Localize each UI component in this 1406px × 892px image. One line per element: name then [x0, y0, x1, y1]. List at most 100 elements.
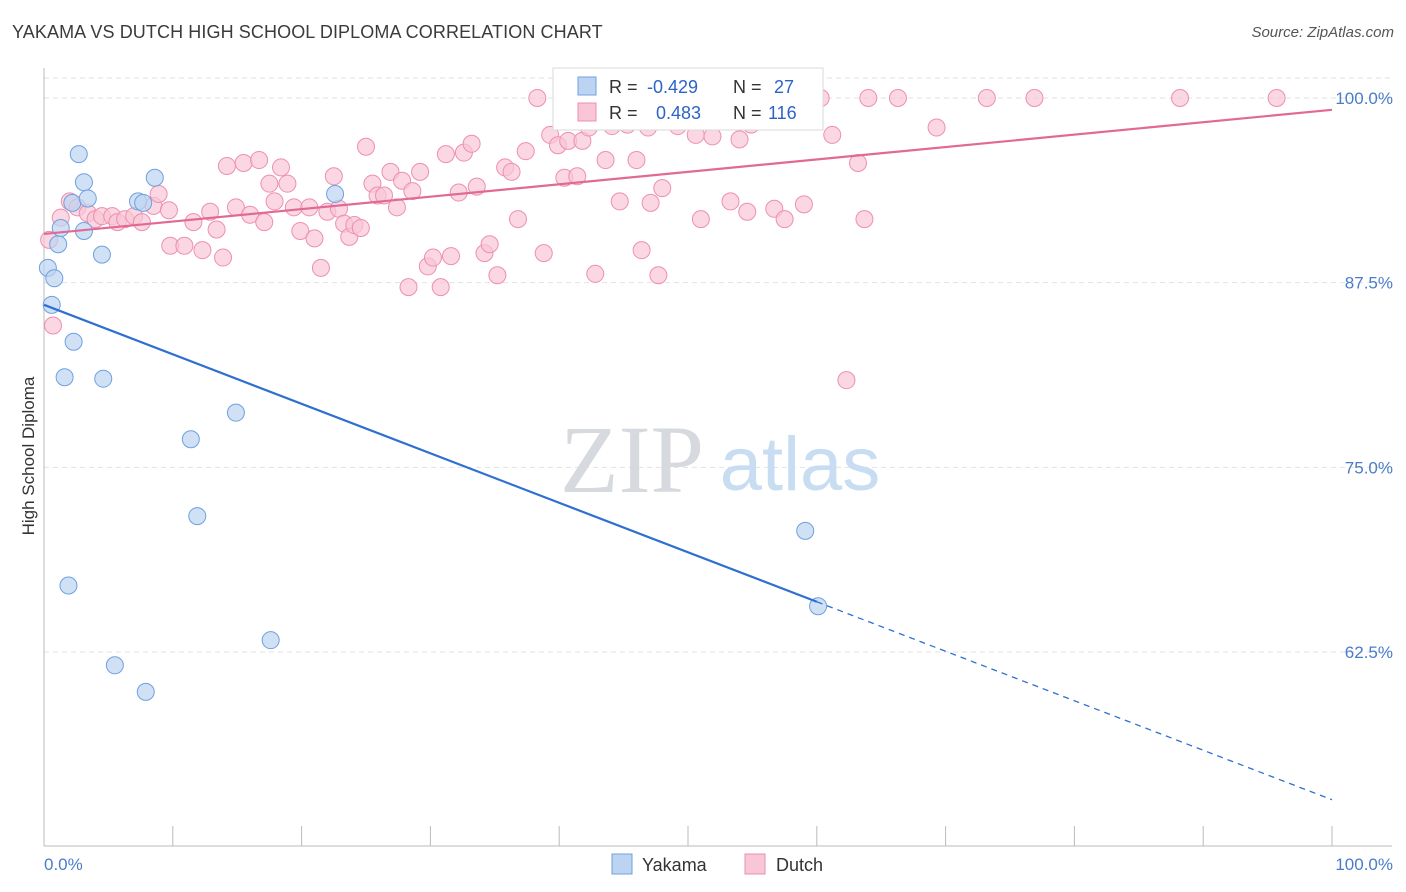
data-point	[105, 656, 124, 675]
data-point	[528, 89, 547, 107]
data-point	[132, 213, 151, 232]
data-point	[265, 192, 284, 211]
data-point	[977, 89, 996, 107]
data-point	[534, 244, 553, 263]
data-point	[175, 236, 194, 255]
watermark-zip: ZIP	[560, 406, 704, 513]
data-point	[260, 174, 279, 193]
data-point	[69, 145, 88, 164]
data-point	[927, 118, 946, 137]
legend-swatch-yakama	[577, 76, 597, 96]
legend-r-label-yakama: R =	[609, 77, 638, 97]
legend-swatch-dutch	[577, 102, 597, 122]
data-point	[823, 125, 842, 144]
data-point	[794, 195, 813, 214]
data-point	[44, 316, 63, 335]
data-point	[271, 158, 290, 177]
data-point	[796, 521, 815, 540]
y-tick-label: 75.0%	[1345, 458, 1393, 477]
data-point	[423, 248, 442, 267]
data-point	[738, 202, 757, 221]
data-point	[488, 266, 507, 285]
data-point	[207, 220, 226, 239]
data-point	[568, 167, 587, 186]
dutch-points	[40, 89, 1286, 390]
data-point	[326, 185, 345, 204]
data-point	[45, 269, 64, 288]
legend-r-label-dutch: R =	[609, 103, 638, 123]
data-point	[78, 189, 97, 208]
data-point	[250, 151, 269, 170]
watermark: ZIP atlas	[560, 406, 880, 513]
data-point	[284, 198, 303, 217]
data-point	[49, 235, 68, 254]
data-point	[145, 168, 164, 187]
data-point	[55, 368, 74, 387]
data-point	[193, 241, 212, 260]
bottom-legend-swatch-dutch	[744, 853, 766, 875]
data-point	[649, 266, 668, 285]
data-point	[94, 369, 113, 388]
data-point	[508, 210, 527, 229]
data-point	[837, 371, 856, 390]
data-point	[480, 235, 499, 254]
data-point	[442, 247, 461, 266]
data-point	[217, 156, 236, 175]
correlation-legend: R = -0.429 N = 27 R = 0.483 N = 116	[552, 67, 824, 131]
series-legend: Yakama Dutch	[611, 853, 823, 875]
x-ticks	[43, 826, 1333, 846]
data-point	[324, 167, 343, 186]
data-point	[653, 179, 672, 198]
data-point	[92, 245, 111, 264]
data-point	[291, 221, 310, 240]
data-point	[181, 430, 200, 449]
data-point	[1267, 89, 1286, 107]
data-point	[184, 213, 203, 232]
legend-n-label-yakama: N =	[733, 77, 762, 97]
data-point	[403, 182, 422, 201]
bottom-legend-label-dutch: Dutch	[776, 855, 823, 875]
data-point	[64, 332, 83, 351]
legend-n-label-dutch: N =	[733, 103, 762, 123]
data-point	[809, 597, 828, 616]
data-point	[201, 202, 220, 221]
legend-r-value-yakama: -0.429	[647, 77, 698, 97]
data-point	[357, 137, 375, 156]
data-point	[399, 278, 418, 297]
data-point	[730, 130, 749, 149]
data-point	[351, 219, 370, 238]
data-point	[159, 201, 178, 220]
data-point	[278, 174, 297, 193]
trend-line-yakama	[43, 303, 818, 603]
data-point	[859, 89, 878, 107]
yakama-points	[38, 145, 828, 701]
trend-lines	[43, 108, 1333, 801]
data-point	[632, 241, 651, 260]
y-tick-label: 100.0%	[1335, 89, 1393, 108]
data-point	[721, 192, 740, 211]
data-point	[214, 248, 233, 267]
data-point	[1025, 89, 1044, 107]
bottom-legend-label-yakama: Yakama	[642, 855, 708, 875]
data-point	[255, 213, 274, 232]
data-point	[641, 193, 660, 212]
data-point	[691, 210, 710, 229]
data-point	[516, 142, 535, 161]
data-point	[226, 403, 245, 422]
legend-n-value-yakama: 27	[774, 77, 794, 97]
data-point	[431, 278, 450, 297]
data-point	[436, 145, 455, 164]
data-point	[1171, 89, 1190, 107]
data-point	[136, 682, 155, 701]
trend-line-yakama-projection	[816, 601, 1333, 801]
y-tick-label: 62.5%	[1345, 643, 1393, 662]
legend-r-value-dutch: 0.483	[656, 103, 701, 123]
data-point	[411, 162, 430, 181]
x-tick-label-max: 100.0%	[1335, 855, 1393, 874]
data-point	[261, 631, 280, 650]
trend-line-dutch	[43, 108, 1333, 236]
data-point	[627, 151, 646, 170]
data-point	[149, 185, 168, 204]
y-axis-label: High School Diploma	[19, 376, 38, 535]
